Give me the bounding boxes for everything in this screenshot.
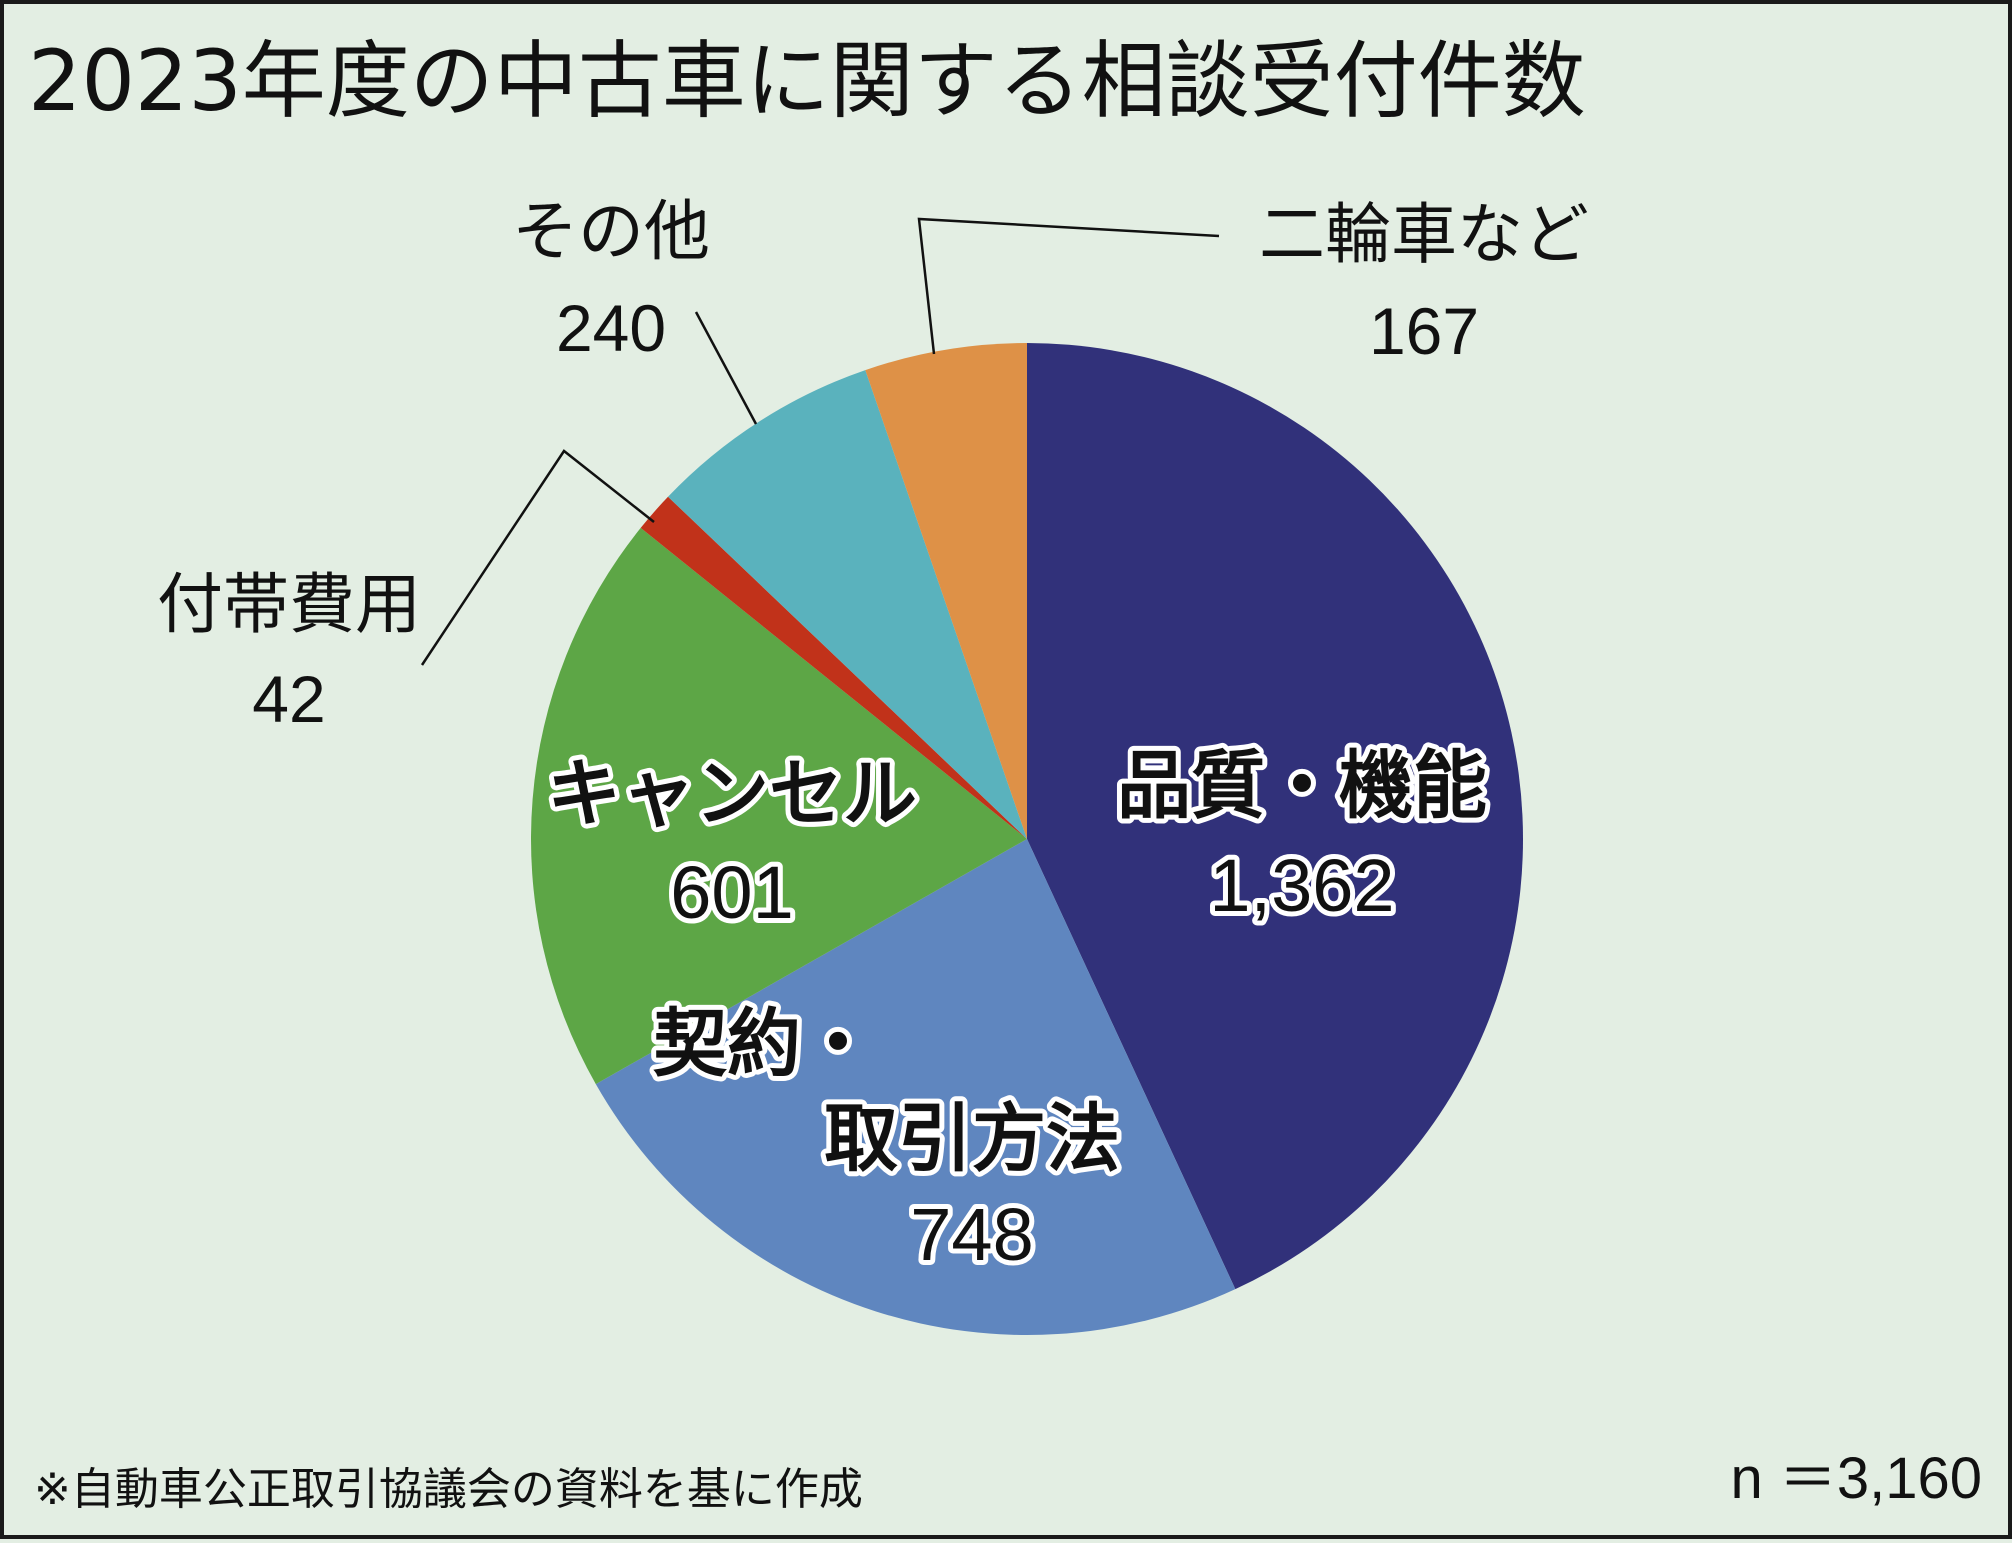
slice-keiyaku [595,839,1236,1336]
value-cancel: 601 [670,851,793,934]
total-count: n ＝3,160 [1730,1446,1982,1511]
label-cancel: キャンセル [547,751,917,837]
source-note: ※自動車公正取引協議会の資料を基に作成 [34,1464,863,1515]
value-nirinsha: 167 [1369,294,1479,368]
value-keiyaku: 748 [910,1193,1033,1276]
leader-line-sonota [694,311,758,425]
label-futai: 付帯費用 [157,566,421,643]
value-futai: 42 [252,662,325,736]
slice-cancel [531,527,1027,1085]
pie-slices [531,343,1524,1336]
slice-nirinsha [865,343,1027,839]
value-sonota: 240 [556,291,666,365]
label-sonota: その他 [512,193,710,270]
slice-futai [640,496,1027,839]
label-keiyaku-line1: 契約・ [653,1001,875,1087]
label-keiyaku-line2: 取引方法 [824,1096,1120,1182]
label-nirinsha: 二輪車など [1259,196,1589,273]
slice-sonota [668,370,1027,839]
leader-line-futai [420,449,655,666]
slice-hinshitsu [1027,343,1524,1290]
chart-title: 2023年度の中古車に関する相談受付件数 [28,32,1586,130]
leader-line-nirinsha [917,217,1220,355]
label-hinshitsu: 品質・機能 [1117,743,1487,829]
pie-chart: 2023年度の中古車に関する相談受付件数 二輪車など 167 その他 240 付… [28,32,1982,1515]
value-hinshitsu: 1,362 [1209,844,1394,927]
